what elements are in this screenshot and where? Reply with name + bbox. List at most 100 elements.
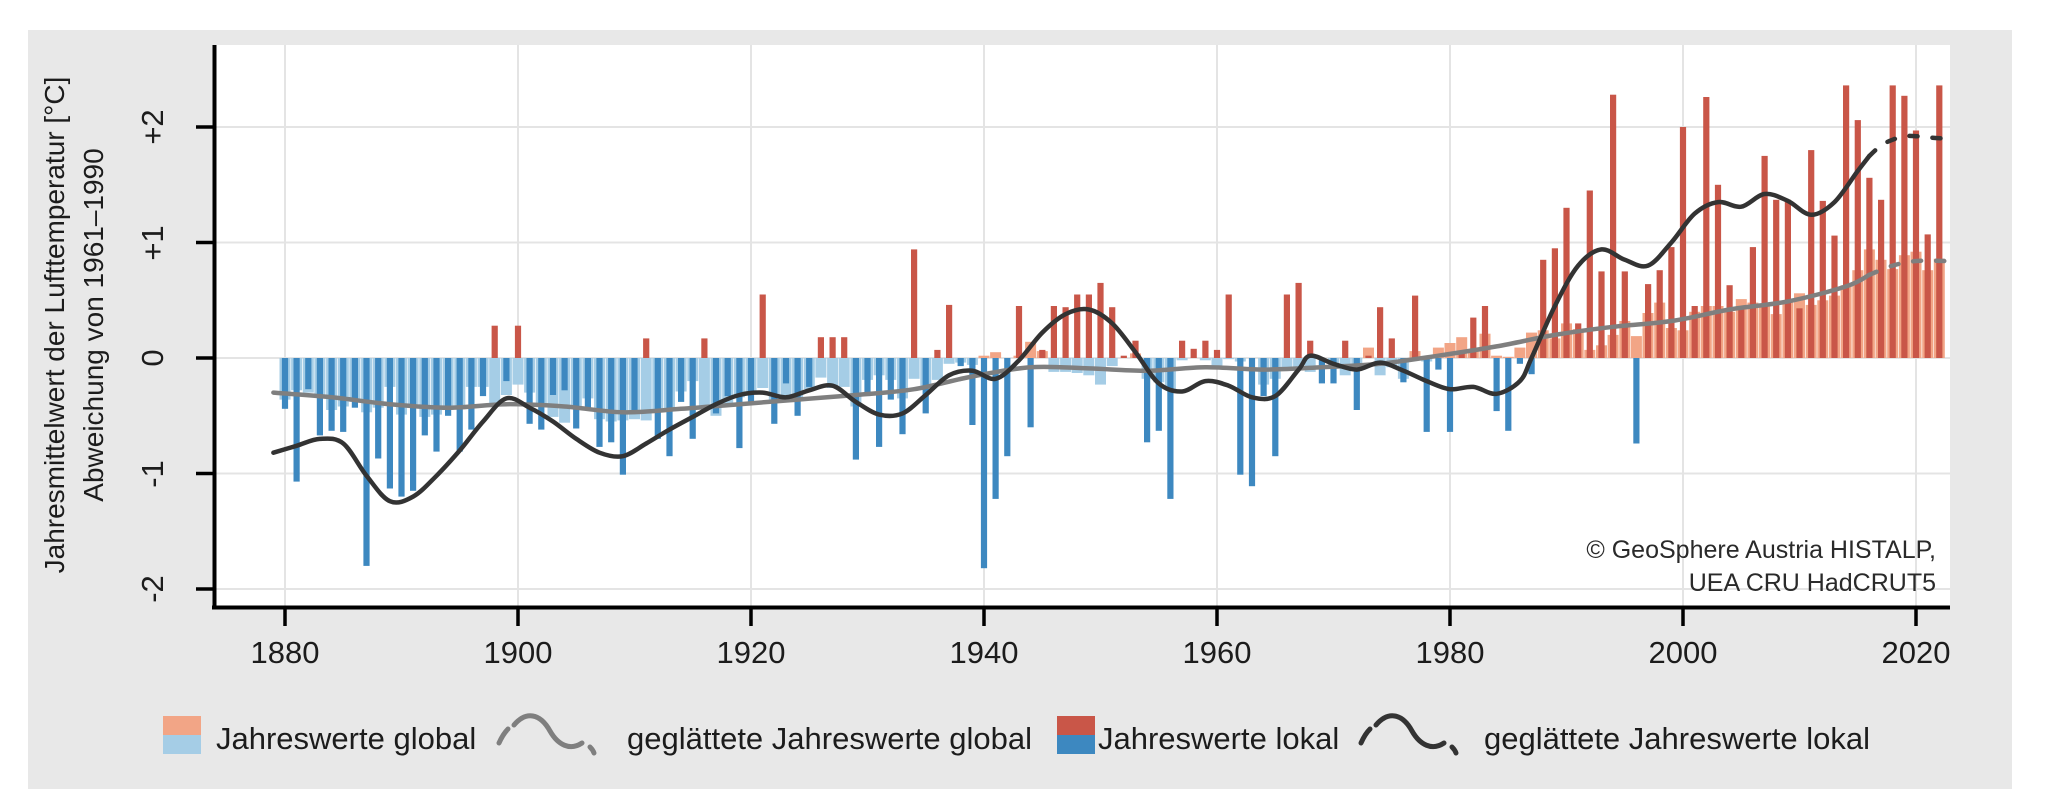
global-bar-1948 <box>1071 358 1083 373</box>
global-bar-1987 <box>1526 332 1537 358</box>
local-bar-1914 <box>678 358 685 402</box>
local-bar-1936 <box>934 349 941 358</box>
local-bar-2005 <box>1738 306 1745 358</box>
y-axis-tick-label--2: -2 <box>135 575 170 603</box>
local-bar-1961 <box>1225 294 1232 358</box>
local-bar-1899 <box>503 358 510 382</box>
local-bar-1885 <box>340 358 347 432</box>
local-bar-1902 <box>538 358 545 430</box>
local-bar-2018 <box>1889 85 1896 359</box>
local-bar-1984 <box>1493 358 1500 412</box>
local-bar-2019 <box>1901 95 1908 359</box>
local-bar-2010 <box>1796 308 1803 358</box>
local-bar-1964 <box>1260 358 1267 397</box>
global-bar-1900 <box>512 358 524 385</box>
local-bar-1982 <box>1470 317 1477 358</box>
global-bar-1898 <box>489 358 501 407</box>
global-bar-1921 <box>757 358 769 388</box>
local-bar-1995 <box>1621 271 1628 358</box>
local-bar-1947 <box>1062 307 1069 358</box>
global-bar-1904 <box>559 358 571 423</box>
local-bar-2021 <box>1924 234 1931 358</box>
local-bar-1910 <box>631 358 638 410</box>
local-bar-1988 <box>1540 259 1547 358</box>
local-bar-1950 <box>1097 282 1104 358</box>
attribution-line1: © GeoSphere Austria HISTALP, <box>1586 536 1936 564</box>
local-bar-1979 <box>1435 358 1442 370</box>
local-bar-2011 <box>1808 150 1815 358</box>
local-bar-1891 <box>410 358 417 491</box>
local-bar-1931 <box>876 358 883 447</box>
local-bar-1974 <box>1377 307 1384 358</box>
local-bar-1970 <box>1330 358 1337 384</box>
local-bar-2013 <box>1831 235 1838 358</box>
local-bar-2022 <box>1936 85 1943 359</box>
attribution: © GeoSphere Austria HISTALP, UEA CRU Had… <box>1436 534 1936 600</box>
local-bar-1994 <box>1610 94 1617 358</box>
local-bar-2001 <box>1691 306 1698 358</box>
y-axis-tick-label-+2: +2 <box>135 109 170 144</box>
local-bar-1933 <box>899 358 906 435</box>
local-bar-1889 <box>386 358 393 489</box>
legend-swatch-local <box>1057 716 1095 754</box>
global-bar-1961 <box>1223 358 1235 360</box>
local-bar-1986 <box>1516 358 1523 364</box>
global-bar-1980 <box>1444 343 1456 358</box>
local-bar-1973 <box>1365 355 1372 358</box>
local-bar-1906 <box>584 358 591 409</box>
global-bar-1916 <box>698 358 710 407</box>
global-bar-1974 <box>1374 358 1386 376</box>
local-bar-1972 <box>1353 358 1360 410</box>
local-bar-2009 <box>1784 199 1791 358</box>
local-bar-1967 <box>1295 282 1302 358</box>
local-bar-1981 <box>1458 352 1465 358</box>
legend-swatch-global-positive <box>163 716 201 735</box>
legend-swatch-global <box>163 716 201 754</box>
global-bar-1981 <box>1456 337 1468 358</box>
global-bar-1950 <box>1095 358 1106 385</box>
local-bar-1969 <box>1318 358 1325 384</box>
x-axis-tick-label-1960: 1960 <box>1183 635 1252 670</box>
global-bar-1984 <box>1491 355 1503 358</box>
local-bar-1948 <box>1074 294 1081 358</box>
global-bar-1960 <box>1211 358 1223 369</box>
global-bar-1959 <box>1199 358 1211 361</box>
local-bar-1918 <box>724 358 731 397</box>
local-bar-1903 <box>549 358 557 395</box>
global-bar-1928 <box>838 358 850 387</box>
local-bar-1901 <box>526 358 533 424</box>
x-axis-tick-label-1980: 1980 <box>1416 635 1485 670</box>
global-bar-1937 <box>943 358 955 364</box>
local-bar-1957 <box>1179 340 1186 358</box>
local-bar-1932 <box>887 358 894 400</box>
global-bar-1940 <box>978 355 990 358</box>
local-bar-1924 <box>794 358 801 416</box>
global-bar-1985 <box>1502 356 1514 358</box>
local-bar-1881 <box>293 358 300 482</box>
local-bar-1997 <box>1645 284 1652 358</box>
local-bar-1928 <box>841 337 848 358</box>
global-bar-1934 <box>908 358 920 379</box>
local-bar-1880 <box>281 358 289 409</box>
legend-swatch-global-negative <box>163 735 201 754</box>
local-bar-2003 <box>1714 184 1722 359</box>
local-bar-1920 <box>747 358 755 402</box>
global-bar-1947 <box>1060 358 1072 372</box>
y-axis-tick-label-0: 0 <box>135 349 170 366</box>
local-bar-1952 <box>1120 355 1127 358</box>
global-bar-1967 <box>1293 358 1305 369</box>
local-bar-2002 <box>1703 97 1710 358</box>
global-bar-1966 <box>1281 358 1293 371</box>
local-bar-1996 <box>1633 358 1640 444</box>
local-bar-1887 <box>363 358 370 566</box>
local-bar-1955 <box>1155 358 1162 431</box>
local-bar-1921 <box>759 294 766 358</box>
local-bar-1896 <box>468 358 475 430</box>
local-bar-1908 <box>608 358 615 443</box>
local-bar-1943 <box>1015 306 1023 358</box>
local-bar-1894 <box>445 358 452 416</box>
local-bar-1962 <box>1237 358 1244 475</box>
local-bar-1963 <box>1248 358 1256 487</box>
smoothed-local-line <box>271 153 1872 505</box>
